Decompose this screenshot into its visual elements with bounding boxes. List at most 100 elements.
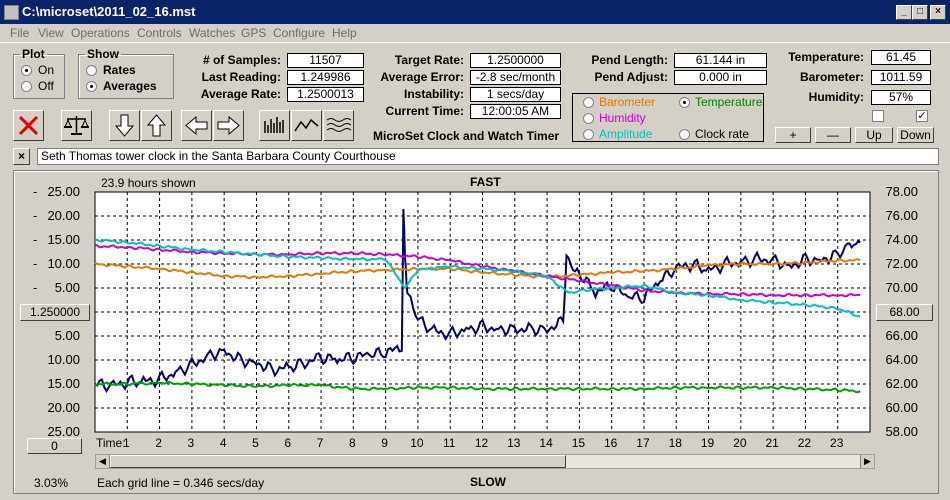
- line-plot-button[interactable]: [291, 110, 322, 141]
- humidity-label: Humidity:: [808, 90, 864, 104]
- left-tick-label: 5.00: [55, 280, 80, 295]
- time-tick-label: 5: [252, 436, 259, 450]
- scale-down-button[interactable]: Down: [897, 127, 934, 143]
- center-temp-button[interactable]: 68.00: [876, 304, 933, 321]
- menu-watches[interactable]: Watches: [189, 26, 236, 40]
- time-axis: 1 2 3 4 5 6 7 8 9 10 11 12 13 14 15 16 17 18 19 20 21 22 23: [123, 436, 844, 450]
- left-tick-label: 25.00: [47, 424, 80, 439]
- scroll-thumb[interactable]: [110, 455, 566, 468]
- menu-file[interactable]: File: [10, 26, 30, 40]
- scale-minus-button[interactable]: —: [815, 127, 851, 143]
- arrow-down-icon: [114, 114, 135, 137]
- clock-rate-radio[interactable]: [679, 129, 690, 140]
- grid-lines: [95, 192, 870, 432]
- series-line-1: [94, 258, 861, 280]
- show-group: Show: [78, 47, 174, 99]
- time-tick-label: 13: [507, 436, 521, 450]
- move-up-button[interactable]: [141, 110, 172, 141]
- instability-label: Instability:: [403, 87, 464, 101]
- line-chart-icon: [294, 118, 319, 132]
- menu-controls[interactable]: Controls: [137, 26, 182, 40]
- zero-button[interactable]: 0: [27, 438, 82, 454]
- temperature-radio[interactable]: [679, 97, 690, 108]
- time-tick-label: 11: [443, 436, 456, 450]
- checkbox-2[interactable]: ✓: [916, 110, 928, 122]
- left-tick-dash: -: [33, 184, 37, 199]
- center-rate-button[interactable]: 1.250000: [20, 304, 90, 321]
- arrow-up-icon: [146, 114, 167, 137]
- app-name: MicroSet Clock and Watch Timer: [373, 129, 560, 143]
- instability-value: 1 secs/day: [470, 87, 561, 102]
- bar-chart-icon: [264, 117, 284, 133]
- scroll-right-icon[interactable]: ▶: [860, 455, 874, 468]
- time-tick-label: 21: [765, 436, 779, 450]
- series-lines: [94, 209, 861, 394]
- stop-button[interactable]: [13, 110, 44, 141]
- plot-on-radio[interactable]: [21, 65, 32, 76]
- time-tick-label: 18: [669, 436, 683, 450]
- barometer-radio[interactable]: [583, 97, 594, 108]
- fast-label: FAST: [470, 175, 501, 189]
- menu-view[interactable]: View: [38, 26, 64, 40]
- humidity-value: 57%: [871, 90, 931, 105]
- time-tick-label: 19: [701, 436, 715, 450]
- right-tick-label: 78.00: [885, 184, 918, 199]
- wave-icon: [326, 118, 352, 132]
- menu-gps[interactable]: GPS: [241, 26, 267, 40]
- clear-description-button[interactable]: ×: [13, 148, 30, 165]
- plot-off-label: Off: [38, 79, 54, 93]
- barometer-label: Barometer:: [799, 70, 864, 84]
- balance-scale-icon: [64, 116, 89, 135]
- menu-operations[interactable]: Operations: [71, 26, 130, 40]
- right-tick-label: 74.00: [885, 232, 918, 247]
- samples-value: 11507: [287, 53, 364, 68]
- amplitude-radio[interactable]: [583, 129, 594, 140]
- right-tick-label: 64.00: [885, 352, 918, 367]
- move-down-button[interactable]: [109, 110, 140, 141]
- move-left-button[interactable]: [181, 110, 212, 141]
- hours-shown: 23.9 hours shown: [101, 176, 196, 190]
- checkbox-1[interactable]: [872, 110, 884, 122]
- menu-help[interactable]: Help: [332, 26, 357, 40]
- time-tick-label: 15: [572, 436, 586, 450]
- series-line-0: [94, 209, 861, 394]
- time-tick-label: 9: [381, 436, 388, 450]
- move-right-button[interactable]: [213, 110, 244, 141]
- current-time-value: 12:00:05 AM: [470, 104, 561, 119]
- left-tick-dash: -: [33, 208, 37, 223]
- show-averages-radio[interactable]: [86, 81, 97, 92]
- amplitude-radio-label: Amplitude: [599, 127, 653, 141]
- series-line-3: [94, 238, 861, 318]
- right-tick-label: 76.00: [885, 208, 918, 223]
- wave-plot-button[interactable]: [323, 110, 354, 141]
- time-tick-label: 22: [798, 436, 812, 450]
- description-field[interactable]: Seth Thomas tower clock in the Santa Bar…: [37, 148, 939, 165]
- scroll-left-icon[interactable]: ◀: [96, 455, 110, 468]
- horizontal-scrollbar[interactable]: ◀ ▶: [95, 454, 875, 469]
- show-rates-label: Rates: [103, 63, 136, 77]
- time-tick-label: 16: [604, 436, 618, 450]
- samples-label: # of Samples:: [202, 53, 281, 67]
- bar-plot-button[interactable]: [259, 110, 290, 141]
- plot-off-radio[interactable]: [21, 81, 32, 92]
- menu-configure[interactable]: Configure: [273, 26, 326, 40]
- series-line-4: [94, 380, 861, 394]
- plot-legend: Plot: [22, 47, 45, 61]
- percent-readout: 3.03%: [34, 476, 69, 490]
- average-error-label: Average Error:: [380, 70, 464, 84]
- clock-rate-radio-label: Clock rate: [695, 127, 750, 141]
- show-averages-label: Averages: [103, 79, 157, 93]
- scale-plus-button[interactable]: +: [775, 127, 811, 143]
- left-tick-label: 5.00: [55, 328, 80, 343]
- series-line-2: [94, 243, 861, 298]
- scale-up-button[interactable]: Up: [855, 127, 893, 143]
- time-tick-label: 4: [220, 436, 227, 450]
- maximize-button[interactable]: □: [912, 5, 928, 20]
- humidity-radio[interactable]: [583, 113, 594, 124]
- minimize-button[interactable]: _: [896, 5, 912, 20]
- show-rates-radio[interactable]: [86, 65, 97, 76]
- left-tick-dash: -: [33, 256, 37, 271]
- time-tick-label: 10: [410, 436, 424, 450]
- close-window-button[interactable]: ×: [930, 5, 946, 20]
- balance-button[interactable]: [61, 110, 92, 141]
